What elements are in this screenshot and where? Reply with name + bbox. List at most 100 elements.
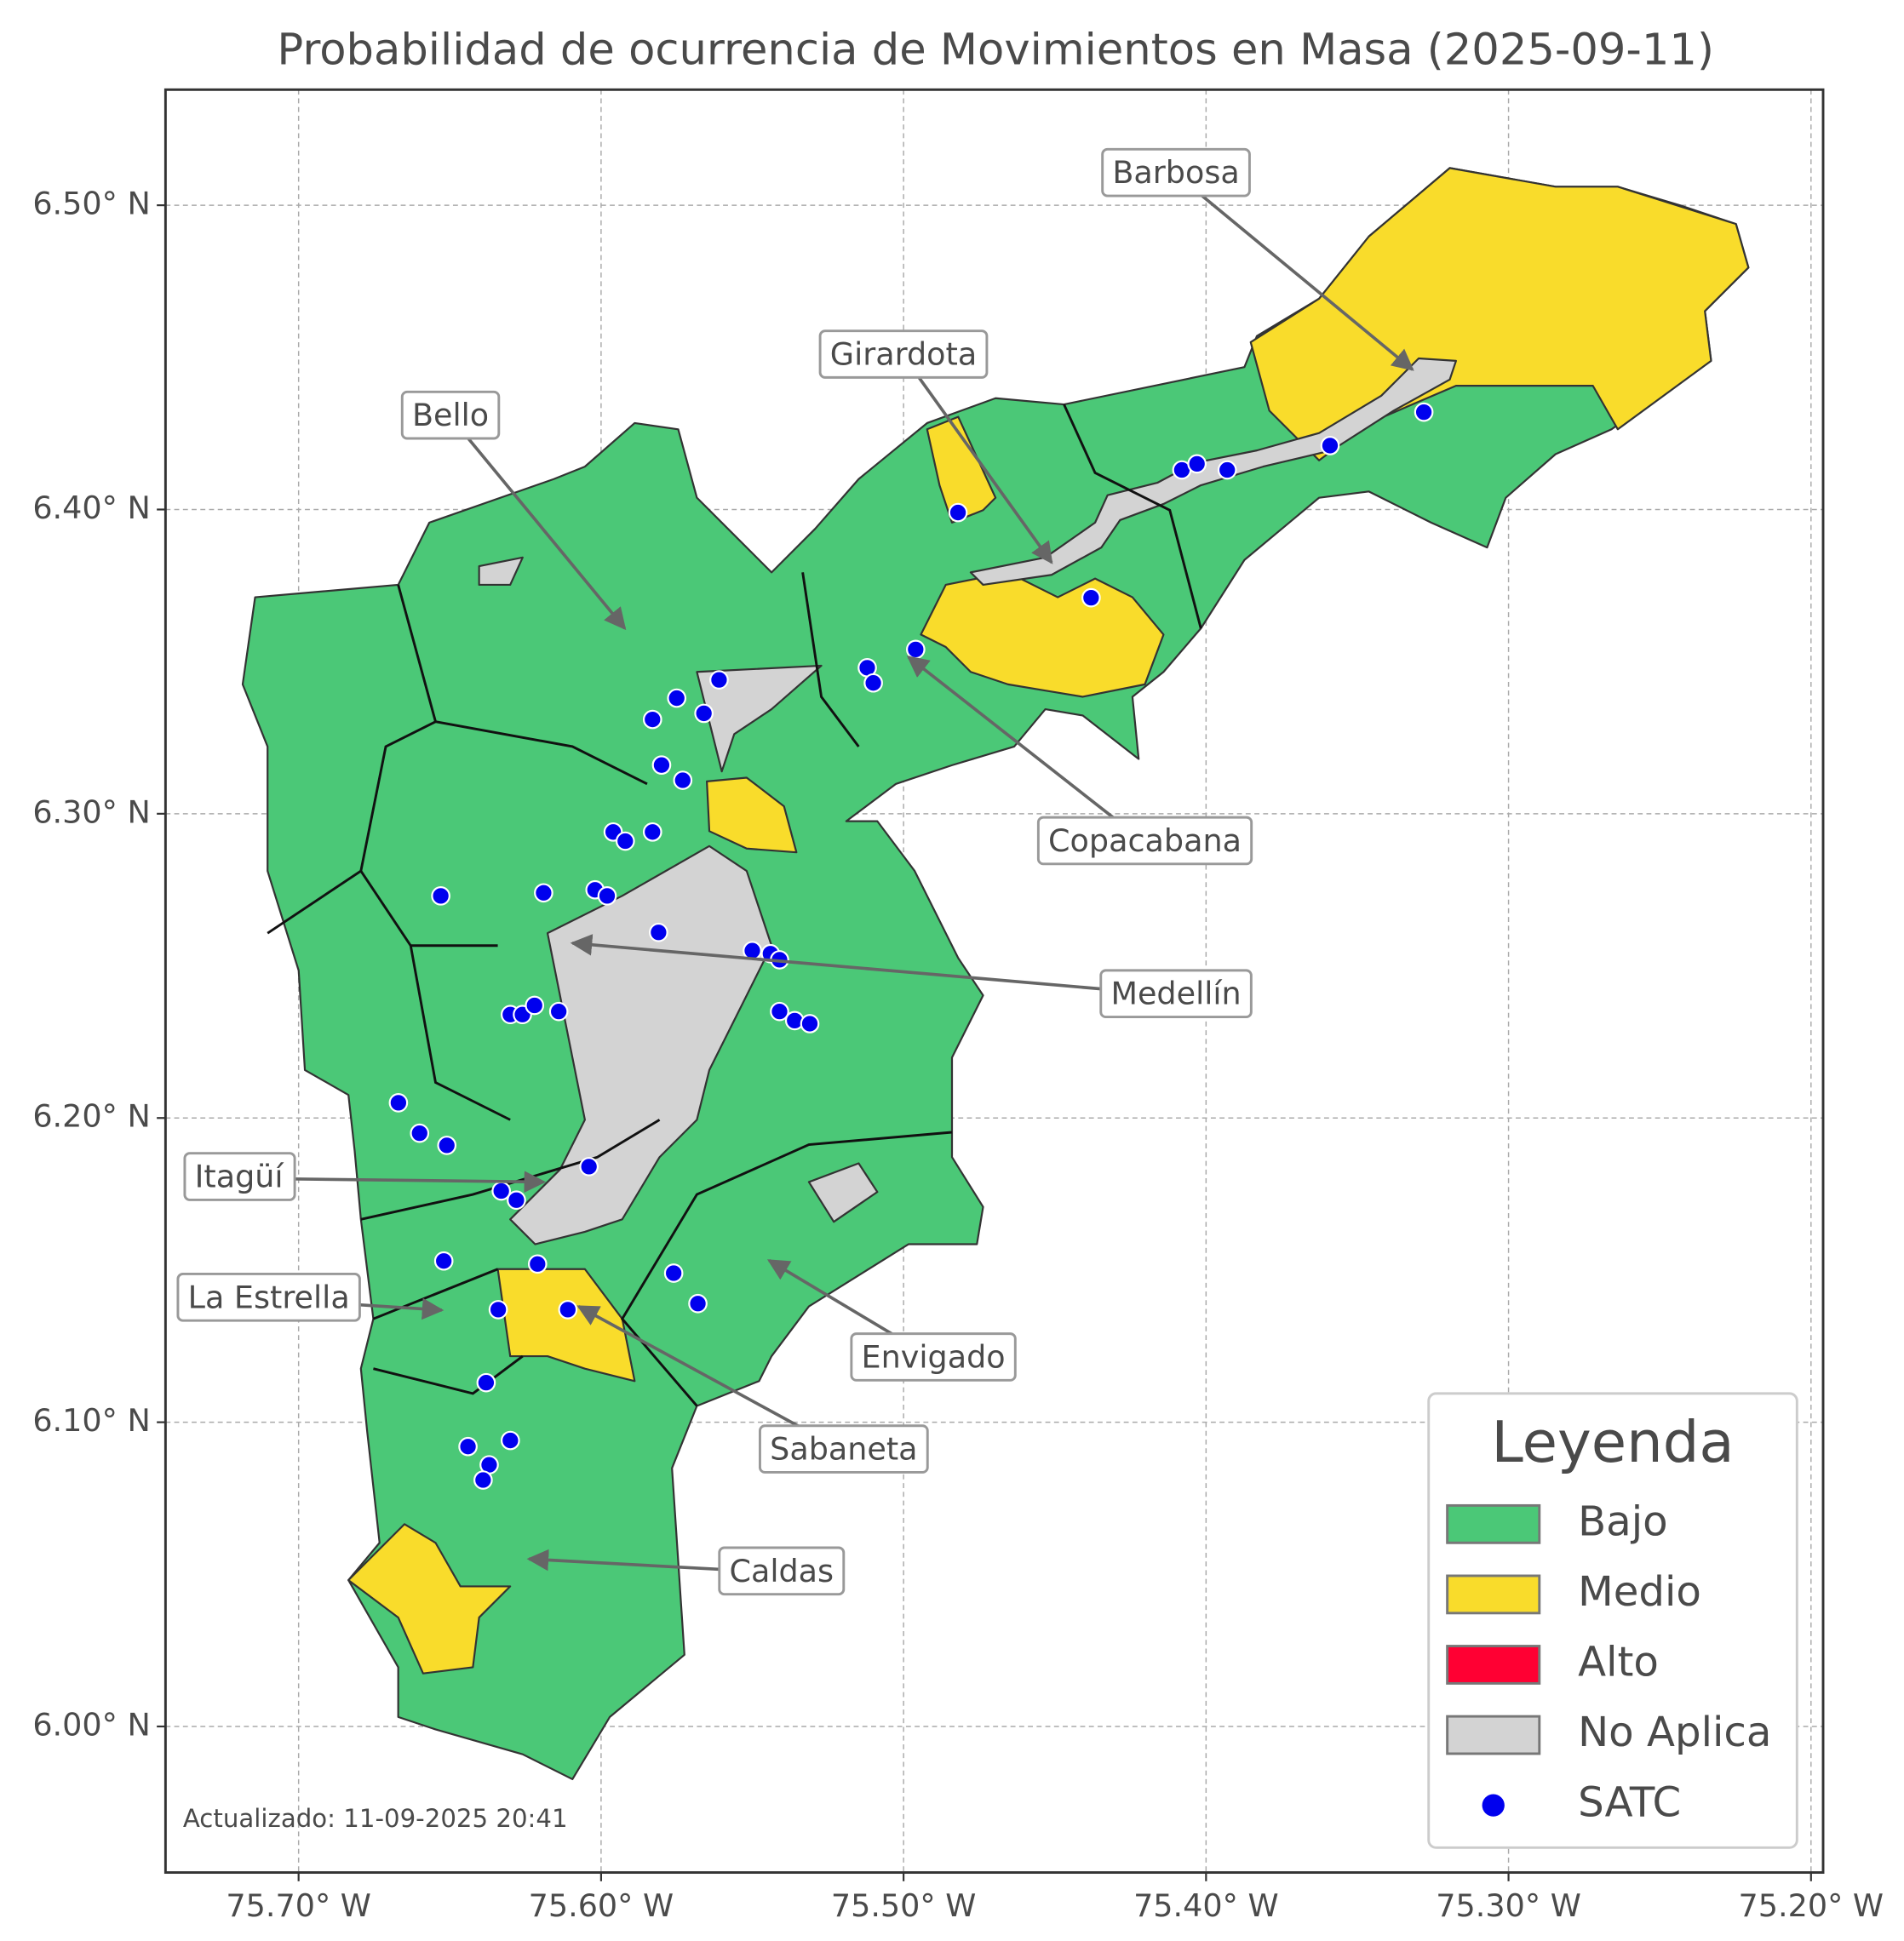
boundary-line <box>801 572 860 747</box>
annotation-label: La Estrella <box>188 1279 350 1315</box>
annotation-box <box>850 1332 1017 1382</box>
annotation-arrow <box>449 415 627 631</box>
satc-station <box>501 1430 520 1451</box>
update-note: Actualizado: 11-09-2025 20:41 <box>183 1804 568 1833</box>
municipality-area <box>920 571 1165 698</box>
annotation-arrow <box>902 354 1053 564</box>
satc-station <box>673 770 693 790</box>
boundary-line <box>267 584 438 935</box>
x-tick-label: 75.60° W <box>529 1887 674 1924</box>
satc-station <box>663 1263 684 1283</box>
annotation-arrow <box>906 656 1146 844</box>
satc-station <box>688 1293 708 1314</box>
satc-station <box>642 709 662 730</box>
annotation-arrow <box>570 934 1177 998</box>
boundary-line <box>620 1131 953 1407</box>
satc-station <box>694 703 714 724</box>
y-tick-label: 6.50° N <box>32 186 150 222</box>
satc-station <box>1217 460 1237 480</box>
satc-station <box>458 1436 478 1457</box>
boundary-line <box>435 720 648 786</box>
satc-station <box>476 1372 496 1393</box>
x-tick-label: 75.50° W <box>831 1887 977 1924</box>
satc-station <box>433 1251 454 1271</box>
annotation-label: Barbosa <box>1112 154 1239 191</box>
annotation-box <box>1101 147 1251 198</box>
satc-station <box>709 670 729 690</box>
legend-swatch <box>1446 1715 1541 1755</box>
municipality-area <box>696 664 823 773</box>
satc-station <box>651 755 672 776</box>
satc-station <box>488 1300 508 1320</box>
annotation-box <box>818 329 989 379</box>
boundary-line <box>1063 404 1202 629</box>
satc-station <box>579 1157 599 1177</box>
satc-station <box>863 673 883 693</box>
annotation-label: Girardota <box>830 336 977 373</box>
legend-swatch <box>1446 1574 1541 1615</box>
y-tick-label: 6.00° N <box>32 1707 150 1743</box>
satc-station <box>642 822 662 842</box>
legend-swatch <box>1446 1645 1541 1685</box>
satc-station <box>667 688 687 708</box>
annotation-label: Copacabana <box>1048 822 1242 859</box>
satc-station <box>1081 587 1101 608</box>
legend-label: SATC <box>1578 1779 1681 1827</box>
x-tick-label: 75.20° W <box>1739 1887 1884 1924</box>
legend-title: Leyenda <box>1491 1409 1734 1475</box>
y-tick-label: 6.30° N <box>32 793 150 830</box>
x-tick-label: 75.30° W <box>1436 1887 1581 1924</box>
satc-station <box>410 1123 430 1143</box>
satc-station <box>1187 454 1207 474</box>
satc-station <box>770 1001 789 1022</box>
municipality-area <box>706 776 798 854</box>
satc-station <box>1414 402 1434 422</box>
annotation-box <box>176 1273 361 1322</box>
legend-label: No Aplica <box>1578 1709 1771 1756</box>
legend-label: Medio <box>1578 1568 1701 1616</box>
legend-marker <box>1482 1794 1505 1817</box>
satc-station <box>534 883 553 903</box>
satc-station <box>548 1001 569 1022</box>
annotation-box <box>758 1424 929 1474</box>
annotation-label: Itagüí <box>195 1159 285 1195</box>
annotation-label: Envigado <box>862 1338 1006 1375</box>
annotation-box <box>718 1546 846 1596</box>
annotation-box <box>400 390 501 440</box>
satc-station <box>437 1136 457 1155</box>
satc-station <box>948 502 968 523</box>
satc-station <box>800 1014 820 1033</box>
satc-station <box>473 1470 493 1490</box>
satc-station <box>507 1190 526 1211</box>
satc-station <box>525 995 545 1016</box>
annotation-box <box>183 1152 296 1201</box>
annotation-label: Medellín <box>1110 976 1241 1012</box>
y-tick-label: 6.20° N <box>32 1098 150 1135</box>
municipality-area <box>347 1523 512 1675</box>
municipality-area <box>807 1162 879 1223</box>
x-tick-label: 75.40° W <box>1133 1887 1279 1924</box>
annotation-arrow <box>1174 173 1414 371</box>
satc-station <box>431 886 450 906</box>
legend-swatch <box>1446 1503 1541 1544</box>
satc-station <box>597 886 617 906</box>
annotation-label: Bello <box>412 397 489 433</box>
satc-station <box>906 639 926 660</box>
x-tick-label: 75.70° W <box>226 1887 371 1924</box>
satc-station <box>388 1093 409 1113</box>
municipality-area <box>926 415 997 524</box>
legend-label: Bajo <box>1578 1497 1668 1545</box>
y-tick-label: 6.10° N <box>32 1402 150 1439</box>
annotation-label: Sabaneta <box>770 1431 917 1468</box>
y-tick-label: 6.40° N <box>32 490 150 526</box>
satc-station <box>1320 436 1340 455</box>
map-title: Probabilidad de ocurrencia de Movimiento… <box>277 25 1714 75</box>
municipality-area <box>969 357 1457 587</box>
boundary-line <box>409 945 511 1121</box>
annotation-box <box>1036 816 1253 866</box>
satc-station <box>615 831 635 851</box>
satc-station <box>649 922 668 942</box>
boundary-line <box>372 1268 499 1320</box>
legend-label: Alto <box>1578 1638 1659 1686</box>
